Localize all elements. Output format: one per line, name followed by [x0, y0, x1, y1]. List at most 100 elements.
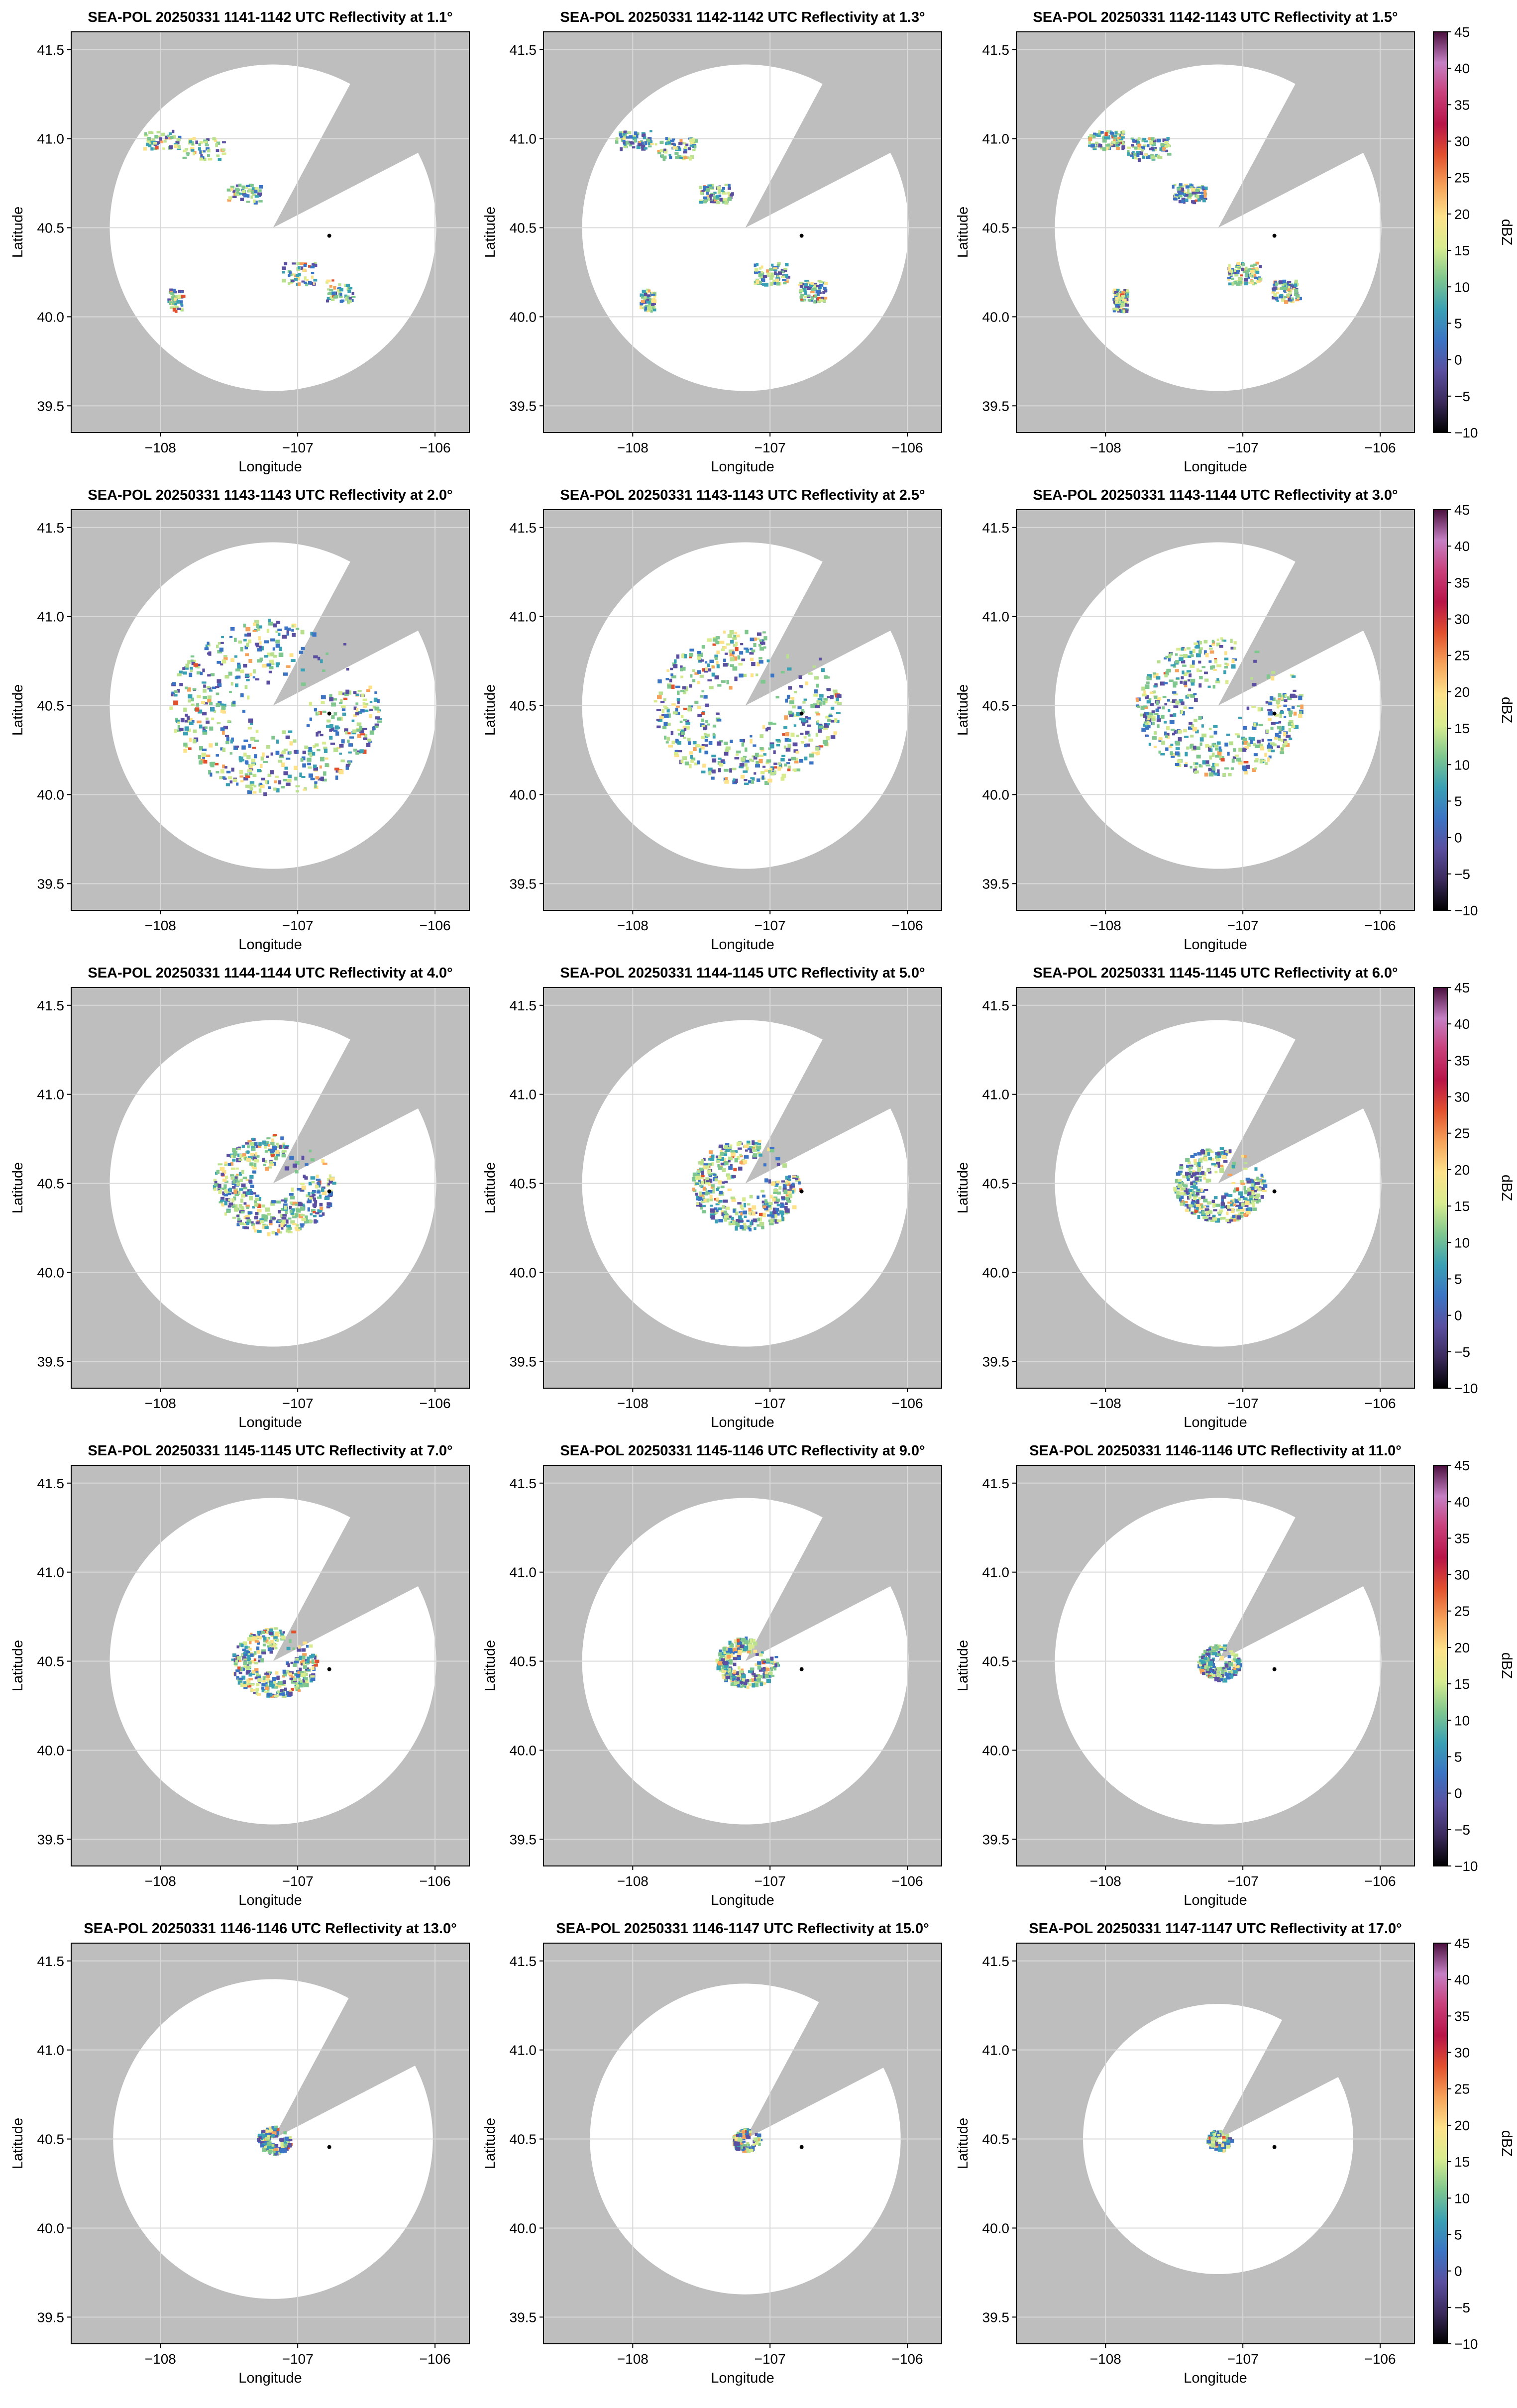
echo-pixel: [626, 136, 630, 139]
echo-pixel: [1142, 137, 1147, 140]
echo-pixel: [295, 785, 300, 787]
echo-pixel: [356, 729, 361, 732]
echo-pixel: [357, 711, 362, 714]
echo-pixel: [1206, 1168, 1210, 1172]
echo-pixel: [177, 725, 180, 730]
echo-pixel: [325, 763, 329, 767]
echo-pixel: [266, 663, 272, 666]
echo-pixel: [1185, 199, 1189, 202]
echo-pixel: [269, 1219, 273, 1223]
echo-pixel: [1198, 683, 1202, 688]
echo-pixel: [207, 695, 212, 699]
echo-pixel: [1202, 1216, 1208, 1219]
echo-pixel: [282, 1631, 285, 1634]
echo-pixel: [1295, 299, 1300, 302]
echo-pixel: [257, 1676, 261, 1678]
x-tick-label: −106: [419, 1873, 450, 1889]
echo-pixel: [249, 1162, 254, 1166]
echo-pixel: [1186, 670, 1192, 673]
echo-pixel: [1181, 185, 1184, 188]
echo-pixel: [295, 628, 300, 630]
echo-pixel: [311, 1181, 315, 1184]
echo-pixel: [1172, 699, 1177, 703]
echo-pixel: [1211, 644, 1215, 646]
echo-pixel: [220, 1197, 225, 1200]
echo-pixel: [639, 143, 643, 146]
echo-pixel: [1212, 1214, 1216, 1217]
echo-pixel: [753, 744, 757, 747]
echo-pixel: [774, 1214, 777, 1218]
echo-pixel: [1164, 140, 1169, 144]
echo-pixel: [630, 141, 635, 145]
echo-pixel: [207, 674, 211, 677]
echo-pixel: [709, 1156, 713, 1158]
echo-pixel: [724, 752, 729, 756]
echo-pixel: [1278, 721, 1282, 724]
echo-pixel: [216, 149, 219, 152]
echo-pixel: [763, 1163, 766, 1167]
echo-pixel: [716, 201, 721, 205]
echo-pixel: [1140, 713, 1144, 717]
echo-pixel: [218, 703, 224, 706]
echo-pixel: [689, 156, 692, 161]
echo-pixel: [1185, 752, 1188, 757]
echo-pixel: [804, 744, 807, 748]
echo-pixel: [289, 1193, 294, 1196]
echo-pixel: [1166, 726, 1170, 731]
echo-pixel: [253, 1651, 257, 1655]
echo-pixel: [302, 763, 306, 768]
echo-pixel: [1165, 735, 1168, 738]
echo-pixel: [1160, 681, 1165, 686]
echo-pixel: [270, 770, 274, 774]
x-tick-label: −108: [617, 1396, 649, 1411]
echo-pixel: [311, 1677, 316, 1681]
echo-pixel: [1207, 1152, 1210, 1156]
echo-pixel: [795, 751, 799, 754]
echo-pixel: [1208, 772, 1214, 777]
x-tick-label: −106: [891, 918, 923, 933]
echo-pixel: [270, 752, 274, 756]
echo-pixel: [1166, 139, 1169, 142]
echo-pixel: [830, 695, 834, 699]
echo-pixel: [750, 777, 755, 779]
echo-pixel: [772, 722, 776, 725]
echo-pixel: [683, 142, 686, 145]
echo-pixel: [236, 1645, 239, 1648]
echo-pixel: [369, 730, 374, 735]
echo-pixel: [257, 1636, 260, 1638]
echo-pixel: [694, 700, 699, 704]
echo-pixel: [180, 718, 185, 723]
x-axis-label: Longitude: [238, 459, 302, 475]
echo-pixel: [1189, 673, 1192, 677]
echo-pixel: [1145, 723, 1149, 726]
echo-pixel: [619, 133, 622, 137]
echo-pixel: [276, 1142, 279, 1146]
echo-pixel: [705, 661, 708, 664]
echo-pixel: [360, 709, 365, 713]
echo-pixel: [299, 772, 302, 777]
echo-pixel: [1209, 745, 1212, 748]
echo-pixel: [247, 1654, 251, 1658]
echo-pixel: [703, 695, 708, 699]
echo-pixel: [811, 296, 814, 300]
echo-pixel: [339, 300, 343, 303]
echo-pixel: [807, 724, 811, 727]
echo-pixel: [1158, 156, 1163, 159]
echo-pixel: [180, 300, 183, 304]
echo-pixel: [674, 752, 678, 756]
echo-pixel: [697, 1170, 700, 1173]
y-axis-label: Latitude: [955, 1162, 971, 1213]
echo-pixel: [268, 670, 272, 673]
echo-pixel: [1241, 267, 1244, 271]
echo-pixel: [286, 1691, 290, 1696]
echo-pixel: [313, 1197, 317, 1202]
echo-pixel: [331, 279, 334, 282]
echo-pixel: [251, 1192, 256, 1195]
echo-pixel: [827, 719, 832, 722]
echo-pixel: [216, 154, 220, 157]
echo-pixel: [1240, 1182, 1245, 1185]
echo-pixel: [304, 1219, 309, 1223]
echo-pixel: [1233, 1190, 1236, 1193]
echo-pixel: [278, 1224, 282, 1227]
